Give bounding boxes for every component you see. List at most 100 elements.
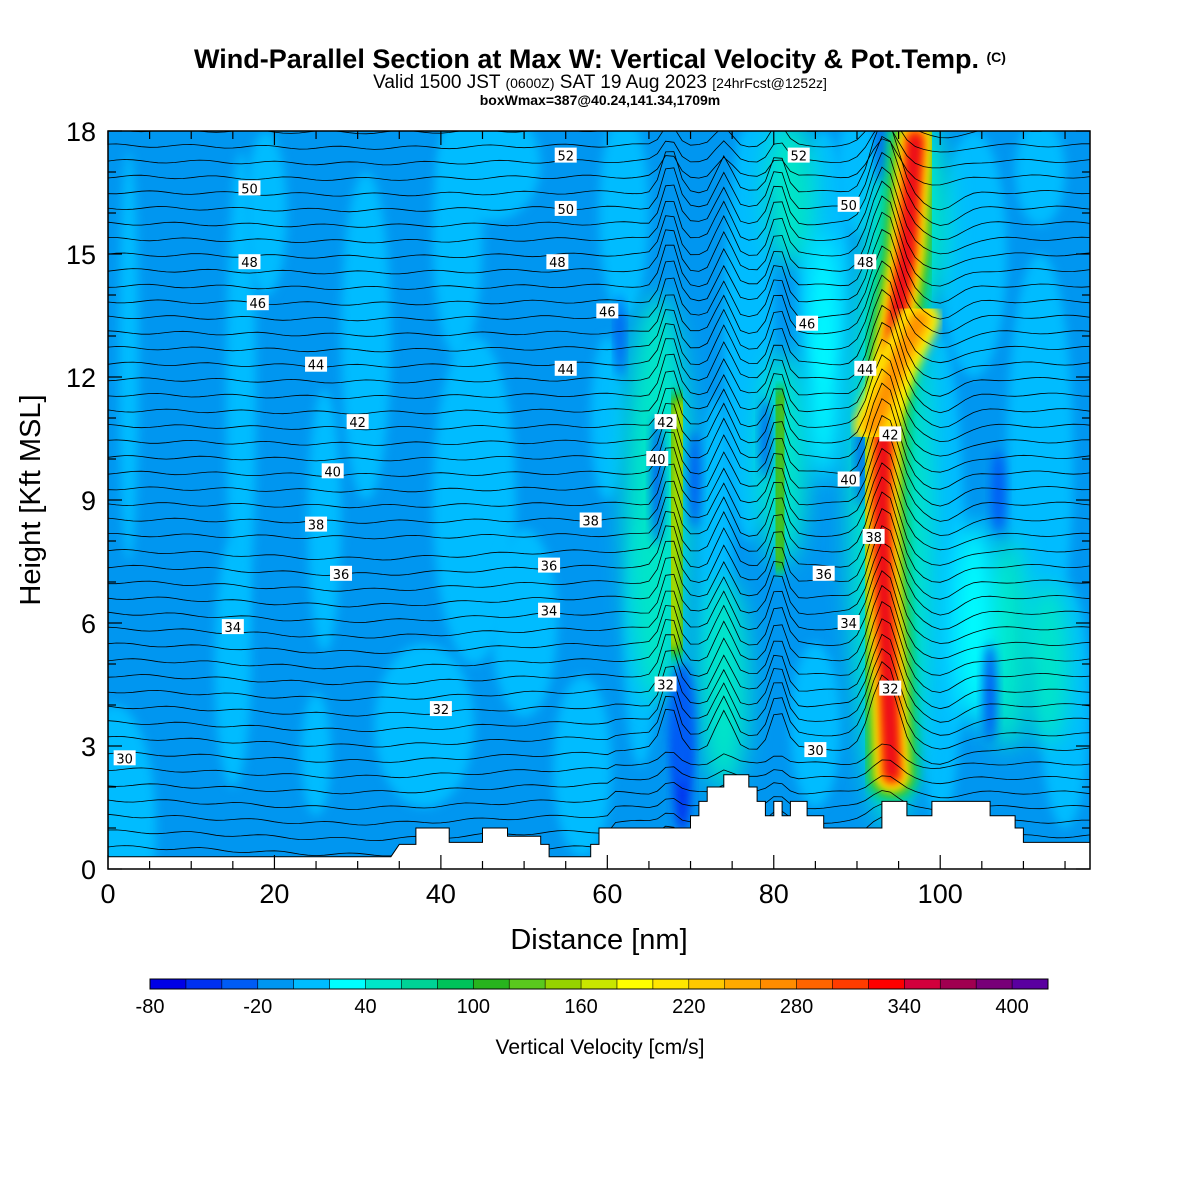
- contour-label: 46: [250, 297, 267, 312]
- title-block: Wind-Parallel Section at Max W: Vertical…: [0, 42, 1200, 108]
- moderate-updraft-area: [807, 233, 841, 480]
- x-tick-label: 20: [259, 879, 289, 909]
- contour-label-box: [305, 516, 328, 532]
- colorbar-tick-label: 340: [888, 996, 921, 1018]
- theta-contour-line: [108, 180, 1090, 270]
- colorbar-label: Vertical Velocity [cm/s]: [495, 1036, 705, 1059]
- theta-contour-line: [108, 743, 1090, 779]
- theta-contour-line: [108, 414, 1090, 507]
- theta-contour-line: [108, 260, 1090, 349]
- contour-label-box: [654, 676, 677, 692]
- contour-label-box: [879, 426, 902, 442]
- moderate-updraft-area: [765, 131, 816, 267]
- weak-updraft-area: [1015, 131, 1065, 226]
- colorbar: -80 -20 40 100 160 220 280 340 400: [136, 978, 1049, 1018]
- downdraft-core: [876, 131, 887, 185]
- contour-label: 42: [882, 428, 899, 443]
- colorbar-swatch: [365, 979, 402, 989]
- contour-label: 50: [840, 199, 857, 214]
- x-axis-label: Distance [nm]: [510, 924, 687, 956]
- contour-label: 52: [557, 150, 574, 165]
- valid-prefix: Valid 1500 JST: [373, 72, 501, 93]
- contour-label-box: [554, 147, 577, 163]
- contour-label: 46: [599, 305, 616, 320]
- contour-label: 44: [308, 359, 325, 374]
- contour-label-box: [238, 180, 261, 196]
- contour-label-box: [429, 701, 452, 717]
- y-tick-label: 12: [66, 363, 96, 393]
- contour-label-box: [654, 414, 677, 430]
- weak-updraft-area: [1006, 254, 1074, 664]
- contour-label-box: [546, 254, 569, 270]
- colorbar-frame: [149, 978, 1049, 990]
- contour-label: 36: [541, 560, 558, 575]
- colorbar-tick-label: 400: [995, 996, 1028, 1018]
- contour-label-box: [879, 680, 902, 696]
- downdraft-core: [991, 450, 1006, 533]
- valid-date: SAT 19 Aug 2023: [559, 72, 707, 93]
- contour-label: 34: [541, 605, 558, 620]
- contour-label-box: [854, 360, 877, 376]
- theta-contour-line: [108, 131, 1090, 211]
- y-tick-label: 6: [81, 609, 96, 639]
- theta-contour-line: [108, 476, 1090, 566]
- contour-label: 40: [840, 474, 857, 489]
- theta-contour-line: [108, 584, 1090, 676]
- colorbar-swatch: [1012, 979, 1049, 989]
- colorbar-swatch: [796, 979, 833, 989]
- contour-label-box: [246, 295, 269, 311]
- contour-label-box: [796, 315, 819, 331]
- contour-label-box: [113, 750, 136, 766]
- contour-label-box: [804, 742, 827, 758]
- colorbar-tick-label: 280: [780, 996, 813, 1018]
- theta-contour-line: [108, 525, 1090, 616]
- theta-contour-line: [108, 131, 1090, 169]
- weak-updraft-area: [553, 676, 612, 857]
- colorbar-swatch: [652, 979, 690, 989]
- theta-contour-line: [108, 382, 1090, 473]
- y-axis-label: Height [Kft MSL]: [15, 394, 47, 605]
- weak-updraft-area: [374, 643, 475, 808]
- contour-label-box: [305, 356, 328, 372]
- contour-label: 36: [815, 568, 832, 583]
- contour-labels: 30 30 32 32 32 34 34 34 36 36 36 38 38 38 40 40 40 42 42 42…: [113, 147, 902, 767]
- theta-contour-line: [108, 195, 1090, 287]
- theta-contour-line: [108, 138, 1090, 186]
- colorbar-swatch: [185, 979, 223, 989]
- theta-contour-line: [108, 633, 1090, 723]
- theta-contour-line: [108, 151, 1090, 241]
- y-tick-label: 18: [66, 117, 96, 147]
- theta-contour-line: [108, 321, 1090, 414]
- contour-label-box: [837, 615, 860, 630]
- colorbar-tick-label: -20: [243, 996, 272, 1018]
- x-tick-label: 0: [100, 879, 115, 909]
- weak-updraft-area: [940, 131, 1007, 377]
- theta-contour-line: [108, 228, 1090, 320]
- contour-label-box: [321, 463, 344, 479]
- weak-updraft-area: [490, 528, 558, 718]
- y-tick-label: 0: [81, 855, 96, 885]
- contour-label-box: [854, 254, 877, 270]
- x-tick-label: 100: [918, 879, 963, 909]
- contour-label-box: [837, 196, 860, 212]
- theta-contour-line: [108, 674, 1090, 765]
- theta-contour-line: [108, 131, 1090, 153]
- contour-label-box: [837, 471, 860, 487]
- contour-label: 32: [882, 683, 899, 698]
- contour-label: 42: [349, 416, 366, 431]
- theta-contour-line: [108, 647, 1090, 736]
- theta-contour-line: [108, 491, 1090, 583]
- copyright-mark: (C): [986, 49, 1006, 65]
- colorbar-swatch: [221, 979, 259, 989]
- x-tick-label: 60: [592, 879, 622, 909]
- downdraft-core: [983, 643, 997, 742]
- valid-time-line: Valid 1500 JST (0600Z) SAT 19 Aug 2023 […: [0, 72, 1200, 93]
- colorbar-swatch: [257, 979, 295, 989]
- contour-label: 50: [241, 182, 258, 197]
- theta-contour-line: [108, 570, 1090, 660]
- contour-label: 40: [324, 465, 341, 480]
- x-tick-label: 80: [759, 879, 789, 909]
- contour-label-box: [579, 512, 602, 528]
- contour-label: 50: [557, 203, 574, 218]
